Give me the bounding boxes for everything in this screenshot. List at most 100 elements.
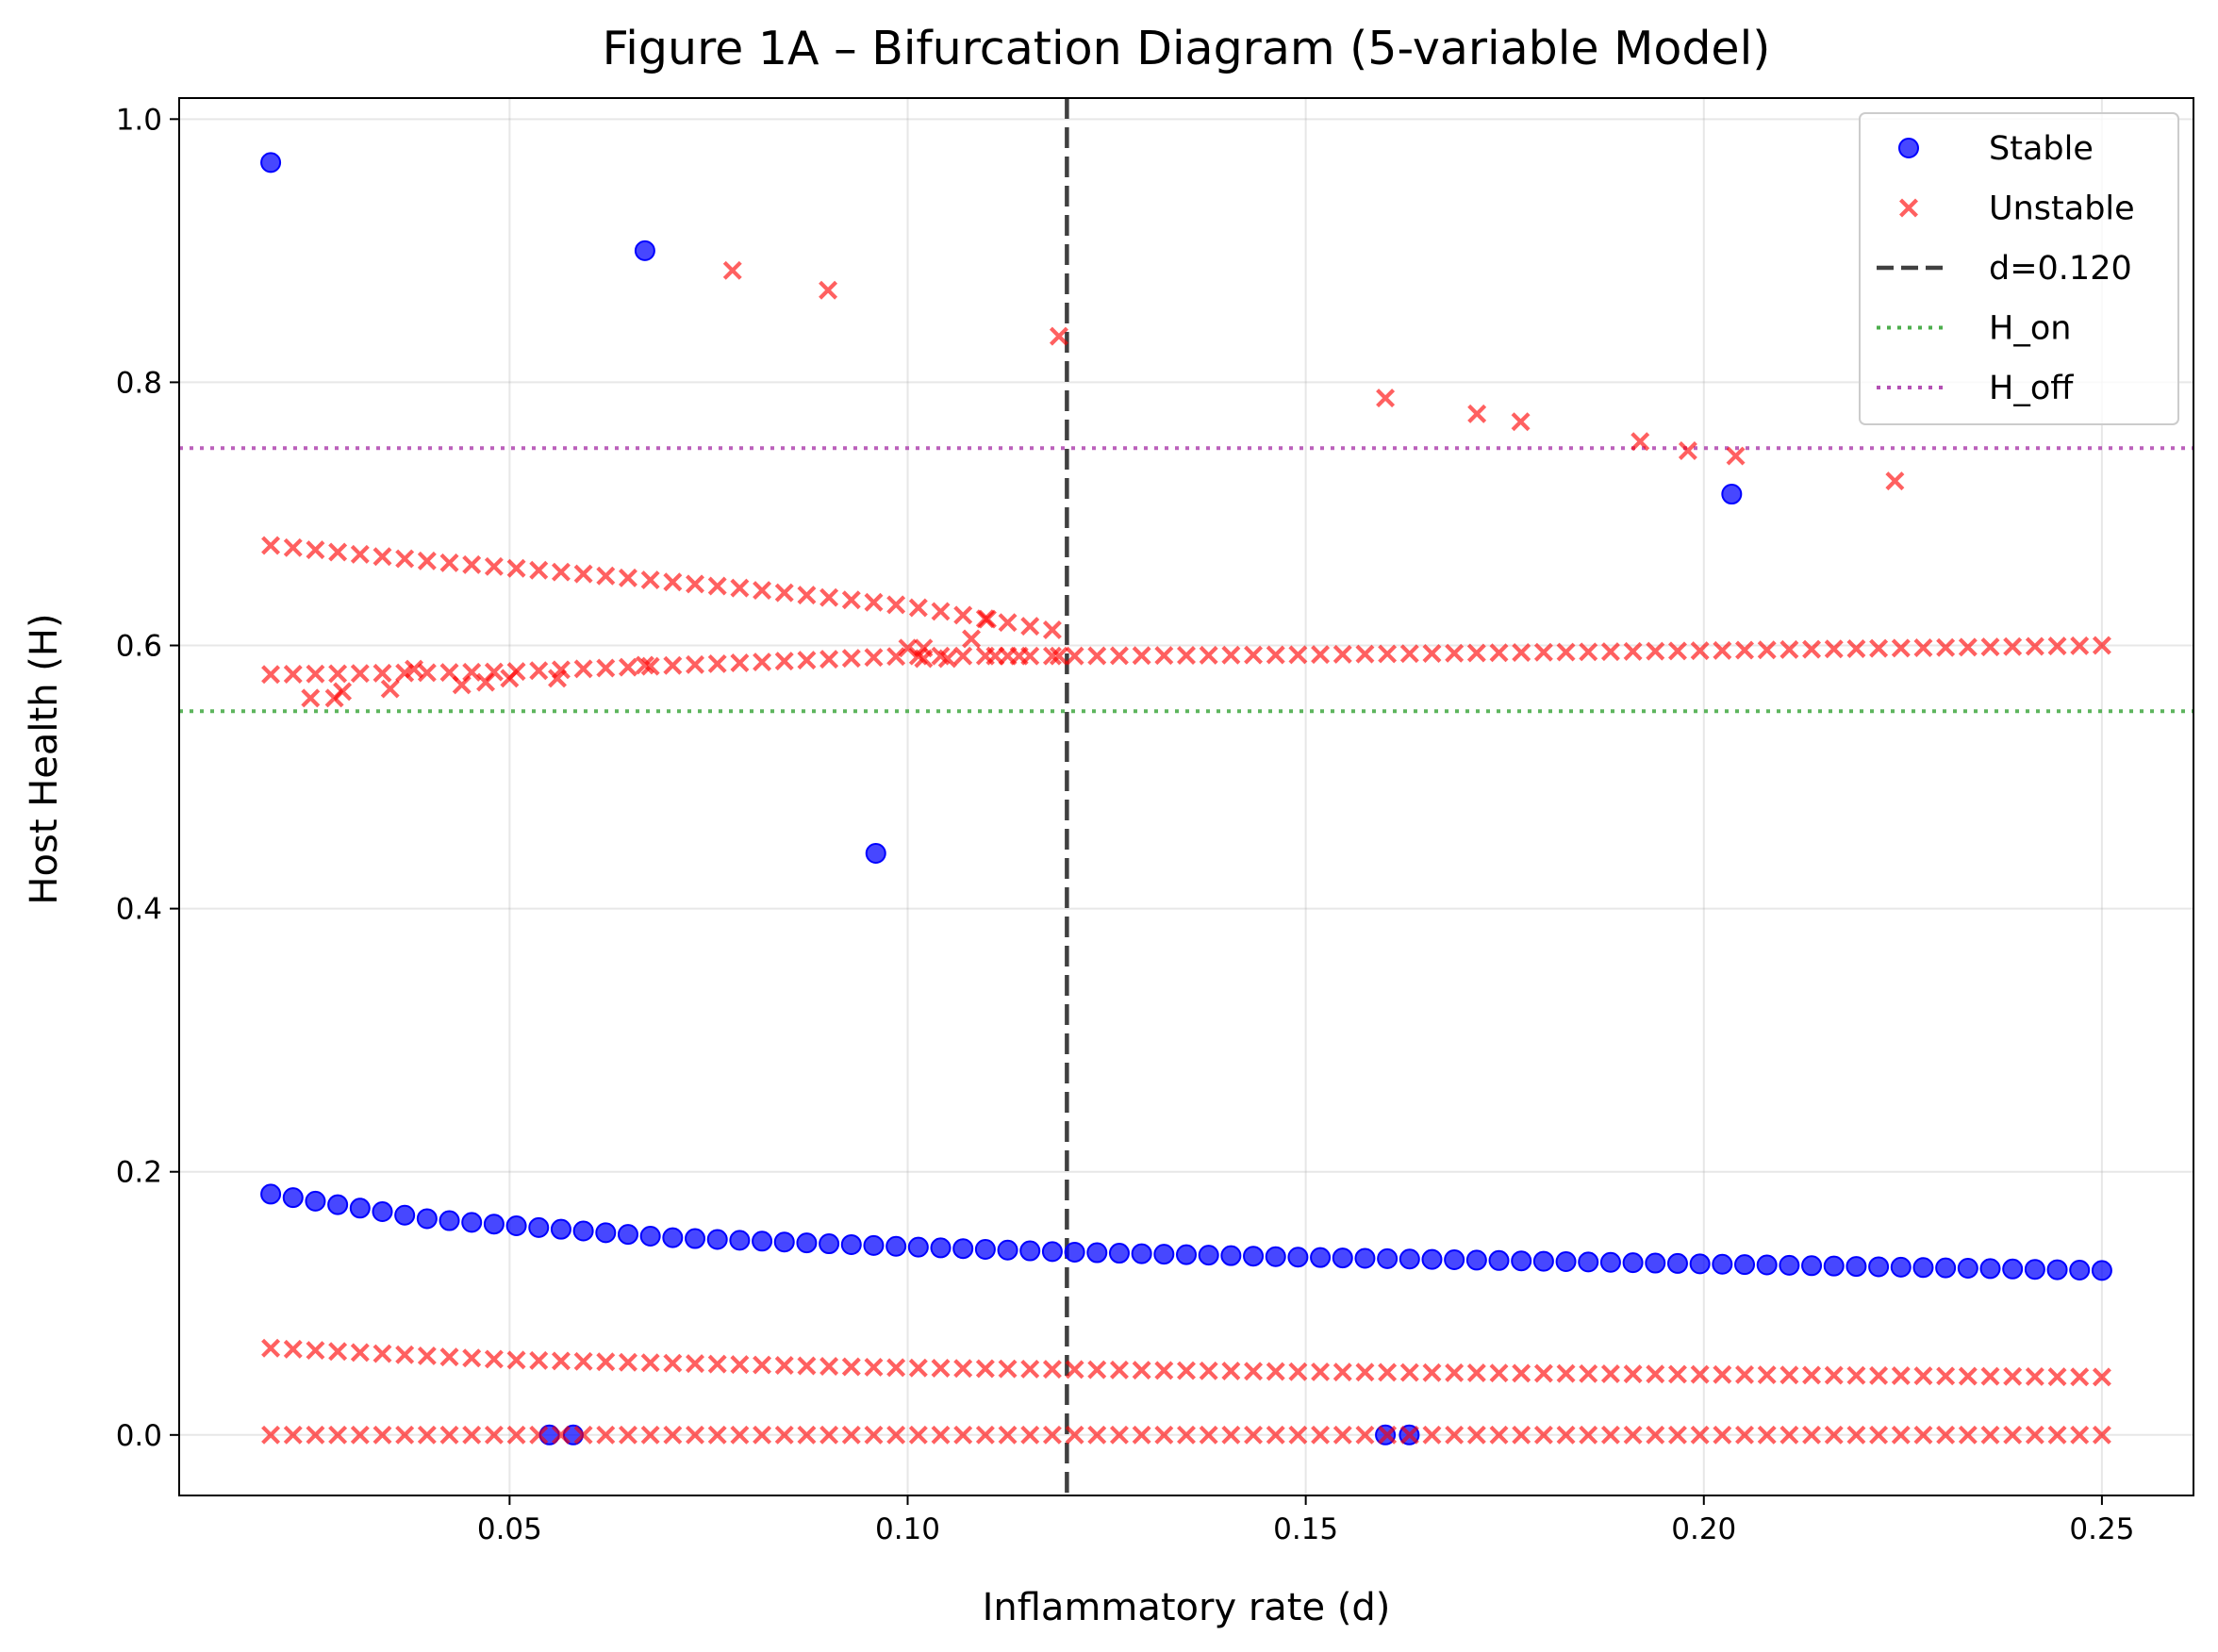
unstable-point bbox=[372, 1425, 392, 1445]
unstable-point-stroke bbox=[686, 1354, 705, 1374]
unstable-point bbox=[1087, 1425, 1107, 1445]
unstable-point-stroke bbox=[529, 1350, 549, 1370]
unstable-point-stroke bbox=[551, 1425, 571, 1445]
data-points bbox=[260, 152, 2112, 1446]
stable-point bbox=[2002, 1258, 2024, 1280]
unstable-point bbox=[841, 649, 861, 669]
unstable-point bbox=[328, 664, 348, 684]
unstable-point-stroke bbox=[405, 659, 424, 679]
y-tick-label: 0.4 bbox=[116, 893, 162, 927]
unstable-point-stroke bbox=[998, 1425, 1018, 1445]
unstable-point bbox=[1332, 644, 1352, 664]
stable-point bbox=[572, 1220, 594, 1242]
unstable-point bbox=[774, 652, 794, 671]
unstable-point bbox=[328, 1342, 348, 1362]
unstable-point bbox=[484, 1425, 504, 1445]
unstable-point bbox=[2092, 636, 2111, 655]
unstable-point-stroke bbox=[1288, 1362, 1308, 1381]
unstable-point-stroke bbox=[1623, 1425, 1643, 1445]
unstable-point-stroke bbox=[1355, 1425, 1375, 1445]
unstable-point-stroke bbox=[1422, 1425, 1442, 1445]
stable-point bbox=[1019, 1240, 1041, 1262]
stable-point bbox=[1287, 1247, 1309, 1268]
unstable-point-stroke bbox=[1065, 1360, 1084, 1379]
stable-point bbox=[1265, 1246, 1286, 1267]
unstable-point-stroke bbox=[753, 581, 772, 601]
unstable-point-stroke bbox=[283, 664, 303, 684]
unstable-point-stroke bbox=[1512, 643, 1531, 663]
stable-point bbox=[1734, 1254, 1756, 1276]
unstable-point-stroke bbox=[1533, 1363, 1553, 1383]
stable-point bbox=[2091, 1260, 2112, 1281]
unstable-point bbox=[417, 1425, 437, 1445]
stable-point bbox=[1979, 1258, 2001, 1280]
unstable-point-stroke bbox=[2047, 636, 2067, 656]
unstable-point-stroke bbox=[1556, 1425, 1576, 1445]
unstable-point bbox=[462, 1348, 482, 1368]
unstable-point-stroke bbox=[328, 664, 348, 684]
unstable-point bbox=[573, 1425, 593, 1445]
unstable-point bbox=[1779, 1425, 1799, 1445]
unstable-point-stroke bbox=[2092, 636, 2111, 655]
unstable-point-stroke bbox=[1512, 1363, 1531, 1383]
stable-point bbox=[1041, 1241, 1063, 1263]
unstable-point-stroke bbox=[573, 564, 593, 584]
unstable-point bbox=[1936, 1366, 1956, 1386]
unstable-point bbox=[1332, 1425, 1352, 1445]
unstable-point-stroke bbox=[864, 1425, 884, 1445]
unstable-point bbox=[931, 602, 951, 621]
unstable-point-stroke bbox=[306, 1341, 325, 1361]
unstable-point bbox=[1980, 1366, 2000, 1386]
stable-point bbox=[1801, 1255, 1823, 1277]
unstable-point-stroke bbox=[886, 1358, 906, 1378]
unstable-point bbox=[977, 609, 997, 629]
unstable-point-stroke bbox=[417, 1425, 437, 1445]
unstable-point bbox=[1177, 646, 1196, 665]
stable-point bbox=[930, 1237, 952, 1259]
unstable-point bbox=[1355, 1363, 1375, 1382]
stable-point bbox=[483, 1214, 505, 1235]
unstable-point bbox=[797, 1425, 817, 1445]
unstable-point-stroke bbox=[1311, 1425, 1331, 1445]
unstable-point-stroke bbox=[707, 653, 727, 673]
unstable-point bbox=[1779, 639, 1799, 659]
unstable-point-stroke bbox=[484, 1425, 504, 1445]
unstable-point-stroke bbox=[1489, 1363, 1509, 1383]
unstable-point bbox=[1913, 1366, 1933, 1386]
unstable-point bbox=[864, 1357, 884, 1377]
unstable-point bbox=[1980, 1425, 2000, 1445]
unstable-point bbox=[797, 651, 817, 670]
unstable-point-stroke bbox=[1244, 1425, 1264, 1445]
unstable-point-stroke bbox=[2047, 1367, 2067, 1387]
unstable-point bbox=[640, 656, 660, 676]
stable-point bbox=[1712, 1253, 1733, 1275]
unstable-point bbox=[1980, 637, 2000, 657]
unstable-point-stroke bbox=[797, 1425, 817, 1445]
unstable-point bbox=[1579, 1425, 1598, 1445]
unstable-point-stroke bbox=[439, 1425, 459, 1445]
unstable-point bbox=[707, 1425, 727, 1445]
unstable-point-stroke bbox=[730, 578, 750, 598]
unstable-point-stroke bbox=[484, 556, 504, 576]
stable-point bbox=[1220, 1245, 1242, 1266]
unstable-point bbox=[462, 554, 482, 574]
y-tick-label: 0.8 bbox=[116, 366, 162, 400]
unstable-point bbox=[618, 1352, 637, 1372]
unstable-point bbox=[1735, 1425, 1755, 1445]
unstable-point-stroke bbox=[774, 1425, 794, 1445]
stable-point bbox=[1779, 1254, 1800, 1276]
axis-ticks: 0.05 0.10 0.15 0.20 0.25 0.0 0.2 0.4 0.6 0.8 1.0 bbox=[116, 103, 2135, 1546]
unstable-point bbox=[395, 1345, 415, 1364]
unstable-point bbox=[753, 581, 772, 601]
unstable-point bbox=[306, 540, 325, 560]
stable-point bbox=[1243, 1246, 1265, 1267]
unstable-point-stroke bbox=[395, 549, 415, 569]
unstable-point-stroke bbox=[350, 1425, 370, 1445]
stable-point bbox=[1645, 1252, 1666, 1274]
unstable-point bbox=[1020, 617, 1040, 636]
unstable-point-stroke bbox=[1646, 1364, 1665, 1384]
unstable-point bbox=[1936, 637, 1956, 657]
unstable-point bbox=[1422, 1425, 1442, 1445]
unstable-point-stroke bbox=[1288, 1425, 1308, 1445]
legend-unstable-stroke bbox=[1899, 198, 1918, 218]
